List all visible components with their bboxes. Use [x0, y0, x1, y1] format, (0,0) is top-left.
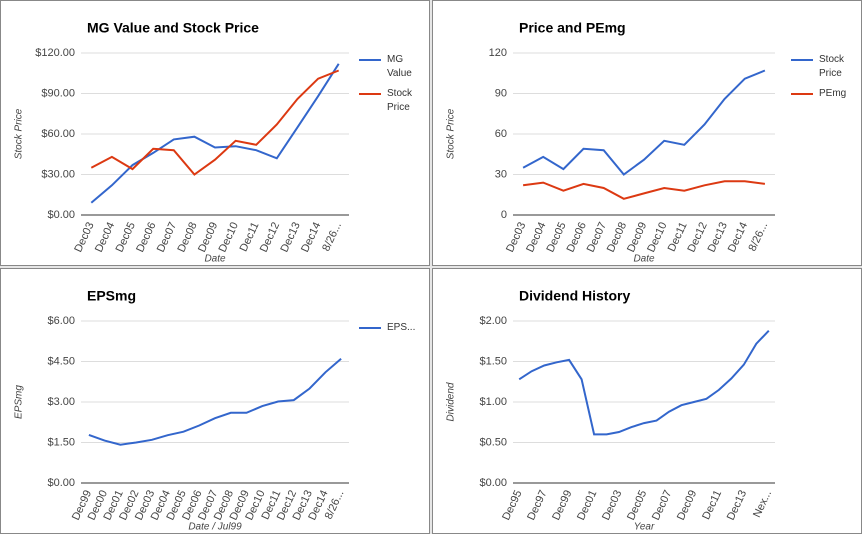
- chart-panel: EPSmg EPSmg Date / Jul99 $0.00 $1.50 $3.00 $4.…: [0, 268, 430, 534]
- legend-label: PEmg: [819, 88, 847, 99]
- series-line: [88, 358, 342, 446]
- y-tick-label: $3.00: [47, 396, 75, 408]
- x-tick-label: Dec07: [650, 488, 674, 522]
- y-tick-label: 0: [501, 209, 507, 221]
- chart-title: MG Value and Stock Price: [87, 20, 259, 36]
- x-tick-label: 8/26...: [320, 220, 344, 253]
- chart-title: EPSmg: [87, 288, 136, 304]
- legend-swatch: [791, 93, 813, 95]
- x-tick-label: Dec95: [500, 488, 524, 522]
- series-line: [90, 63, 340, 204]
- y-tick-label: $6.00: [47, 315, 75, 327]
- x-tick-label: 8/26...: [746, 220, 770, 253]
- legend-swatch: [359, 93, 381, 95]
- legend-swatch: [359, 59, 381, 61]
- chart-panel: Dividend History Dividend Year $0.00 $0.50 $1…: [432, 268, 862, 534]
- legend-item: Stock Price: [791, 53, 859, 81]
- chart: EPSmg EPSmg Date / Jul99 $0.00 $1.50 $3.00 $4.…: [14, 288, 349, 533]
- chart-title: Dividend History: [519, 288, 630, 304]
- legend: Stock Price PEmg: [791, 53, 859, 107]
- chart-panel: Price and PEmg Stock Price Date 0 30 60 90 120 D…: [432, 0, 862, 266]
- y-tick-label: $60.00: [41, 128, 75, 140]
- y-tick-label: $4.50: [47, 355, 75, 367]
- x-tick-label: Dec01: [575, 488, 599, 522]
- legend-label: Stock Price: [387, 88, 413, 113]
- x-tick-label: Nex...: [751, 488, 774, 519]
- series-line: [522, 180, 766, 200]
- chart: Dividend History Dividend Year $0.00 $0.50 $1…: [446, 288, 775, 533]
- x-axis-label: Date / Jul99: [188, 522, 242, 533]
- x-tick-label: Dec97: [525, 488, 549, 522]
- x-axis-label: Date: [204, 254, 226, 265]
- y-axis-label: EPSmg: [14, 385, 25, 419]
- x-tick-label: Dec11: [700, 488, 724, 521]
- x-tick-label: Dec05: [625, 488, 649, 522]
- legend-item: MG Value: [359, 53, 427, 81]
- y-tick-label: $1.50: [479, 355, 507, 367]
- legend-item: Stock Price: [359, 87, 427, 115]
- y-tick-label: $2.00: [479, 315, 507, 327]
- y-tick-label: $120.00: [35, 47, 75, 59]
- legend-swatch: [791, 59, 813, 61]
- y-tick-label: $1.50: [47, 436, 75, 448]
- series-line: [518, 330, 770, 436]
- legend-label: MG Value: [387, 54, 412, 79]
- y-tick-label: $30.00: [41, 168, 75, 180]
- y-axis-label: Stock Price: [446, 108, 457, 159]
- series-line: [522, 69, 766, 176]
- x-axis-label: Year: [634, 522, 655, 533]
- x-tick-label: Dec99: [550, 488, 574, 522]
- y-tick-label: 90: [495, 87, 507, 99]
- legend-swatch: [359, 327, 381, 329]
- legend-label: EPS...: [387, 322, 416, 333]
- y-axis-label: Dividend: [446, 382, 457, 421]
- y-tick-label: $90.00: [41, 87, 75, 99]
- series-line: [90, 69, 340, 176]
- y-tick-label: 30: [495, 168, 507, 180]
- y-tick-label: 60: [495, 128, 507, 140]
- y-axis-label: Stock Price: [14, 108, 25, 159]
- y-tick-label: $1.00: [479, 396, 507, 408]
- legend: EPS...: [359, 321, 427, 341]
- x-tick-label: Dec13: [725, 488, 749, 522]
- legend: MG Value Stock Price: [359, 53, 427, 121]
- x-axis-label: Date: [633, 254, 655, 265]
- y-tick-label: $0.00: [47, 209, 75, 221]
- y-tick-label: $0.50: [479, 436, 507, 448]
- y-tick-label: 120: [489, 47, 507, 59]
- y-tick-label: $0.00: [479, 477, 507, 489]
- y-tick-label: $0.00: [47, 477, 75, 489]
- legend-label: Stock Price: [819, 54, 845, 79]
- chart-title: Price and PEmg: [519, 20, 626, 36]
- legend-item: EPS...: [359, 321, 427, 335]
- x-tick-label: Dec03: [600, 488, 624, 522]
- chart: MG Value and Stock Price Stock Price Date $…: [14, 20, 349, 265]
- legend-item: PEmg: [791, 87, 859, 101]
- chart-panel: MG Value and Stock Price Stock Price Date $…: [0, 0, 430, 266]
- x-tick-label: Dec09: [675, 488, 699, 522]
